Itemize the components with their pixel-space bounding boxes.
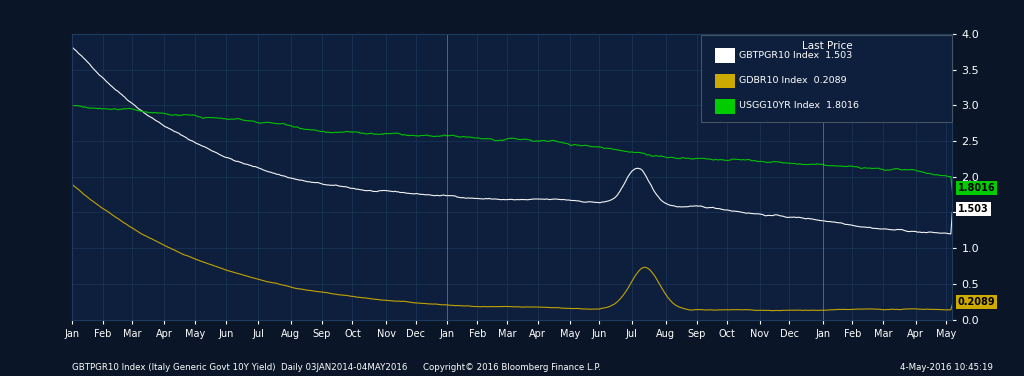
FancyBboxPatch shape [716,49,735,63]
FancyBboxPatch shape [701,35,952,123]
Text: USGG10YR Index  1.8016: USGG10YR Index 1.8016 [739,101,859,110]
Text: Last Price: Last Price [802,41,853,51]
Text: GDBR10 Index  0.2089: GDBR10 Index 0.2089 [739,76,847,85]
Text: 1.8016: 1.8016 [957,183,995,193]
Text: Copyright© 2016 Bloomberg Finance L.P.: Copyright© 2016 Bloomberg Finance L.P. [423,363,601,372]
FancyBboxPatch shape [716,99,735,114]
Text: 4-May-2016 10:45:19: 4-May-2016 10:45:19 [900,363,993,372]
Text: 0.2089: 0.2089 [957,297,995,307]
Text: 1.503: 1.503 [957,204,988,214]
Text: GBTPGR10 Index  1.503: GBTPGR10 Index 1.503 [739,51,852,60]
FancyBboxPatch shape [716,74,735,88]
Text: GBTPGR10 Index (Italy Generic Govt 10Y Yield)  Daily 03JAN2014-04MAY2016: GBTPGR10 Index (Italy Generic Govt 10Y Y… [72,363,408,372]
